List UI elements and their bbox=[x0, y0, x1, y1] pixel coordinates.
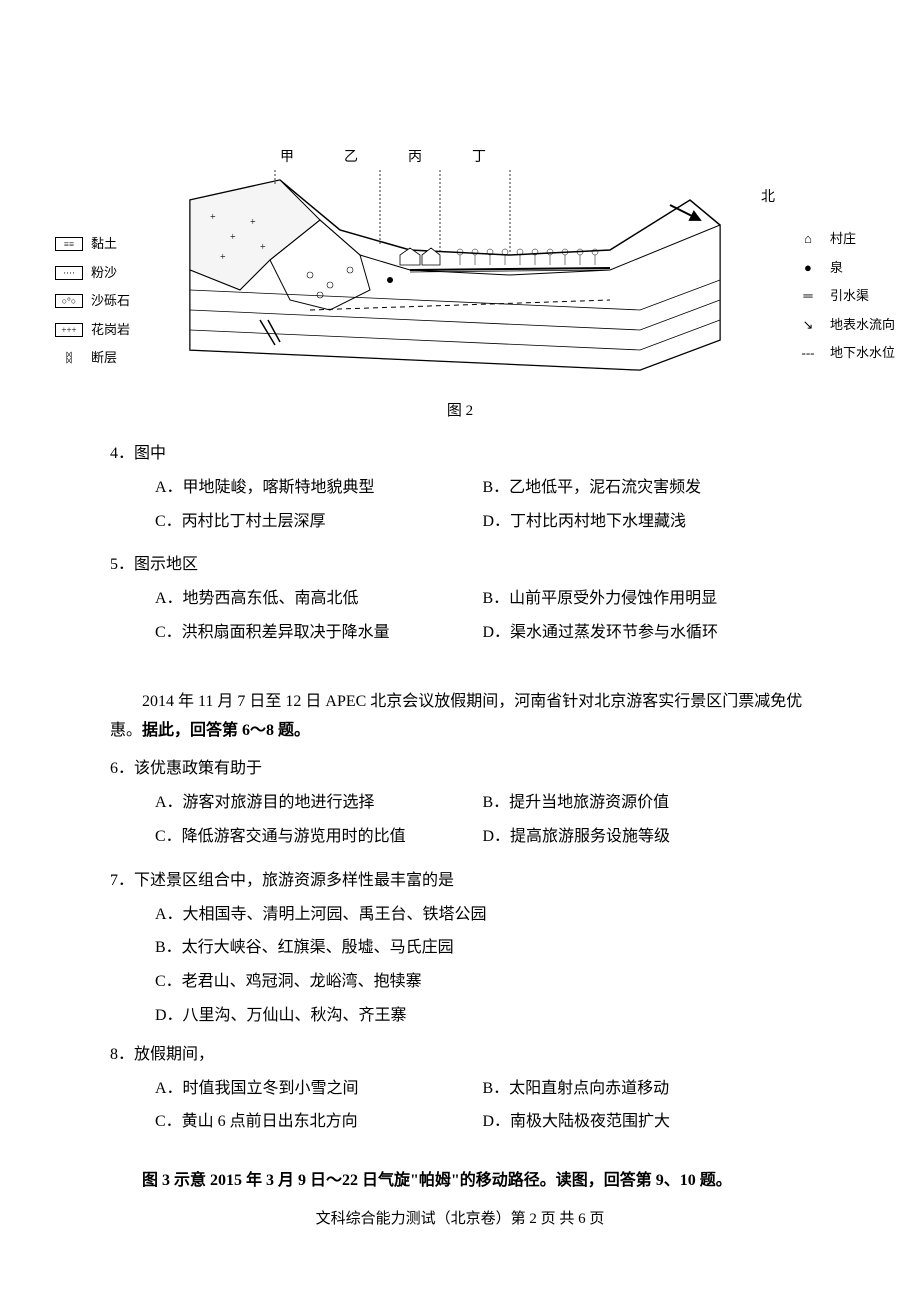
legend-item: ᛥ 断层 bbox=[55, 344, 130, 373]
legend-symbol: ● bbox=[794, 254, 822, 283]
passage-1: 2014 年 11 月 7 日至 12 日 APEC 北京会议放假期间，河南省针… bbox=[110, 688, 810, 746]
options: A．地势西高东低、南高北低 B．山前平原受外力侵蚀作用明显 C．洪积扇面积差异取… bbox=[110, 585, 810, 653]
question-stem: 8．放假期间， bbox=[110, 1041, 810, 1070]
option-a: A．地势西高东低、南高北低 bbox=[155, 585, 483, 614]
legend-symbol: ○°○ bbox=[55, 294, 83, 308]
question-number: 8． bbox=[110, 1046, 134, 1063]
option-d: D．渠水通过蒸发环节参与水循环 bbox=[483, 619, 811, 648]
options: A．甲地陡峻，喀斯特地貌典型 B．乙地低平，泥石流灾害频发 C．丙村比丁村土层深… bbox=[110, 474, 810, 542]
option-c: C．洪积扇面积差异取决于降水量 bbox=[155, 619, 483, 648]
option-b: B．太阳直射点向赤道移动 bbox=[483, 1075, 811, 1104]
question-8: 8．放假期间， A．时值我国立冬到小雪之间 B．太阳直射点向赤道移动 C．黄山 … bbox=[110, 1041, 810, 1142]
legend-left: ≡≡ 黏土 ···· 粉沙 ○°○ 沙砾石 +++ 花岗岩 ᛥ 断层 bbox=[55, 230, 130, 373]
north-label: 北 bbox=[761, 185, 775, 210]
legend-label: 沙砾石 bbox=[91, 287, 130, 316]
option-b: B．提升当地旅游资源价值 bbox=[483, 789, 811, 818]
question-5: 5．图示地区 A．地势西高东低、南高北低 B．山前平原受外力侵蚀作用明显 C．洪… bbox=[110, 551, 810, 652]
label-yi: 乙 bbox=[344, 150, 408, 165]
option-c: C．老君山、鸡冠洞、龙峪湾、抱犊寨 bbox=[155, 968, 810, 997]
legend-symbol: --- bbox=[794, 339, 822, 368]
legend-item: +++ 花岗岩 bbox=[55, 316, 130, 345]
question-number: 4． bbox=[110, 445, 134, 462]
option-b: B．山前平原受外力侵蚀作用明显 bbox=[483, 585, 811, 614]
svg-text:+: + bbox=[230, 232, 236, 243]
legend-symbol: +++ bbox=[55, 323, 83, 337]
legend-symbol: ↘ bbox=[794, 311, 822, 340]
option-c: C．黄山 6 点前日出东北方向 bbox=[155, 1108, 483, 1137]
option-b: B．太行大峡谷、红旗渠、殷墟、马氏庄园 bbox=[155, 934, 810, 963]
legend-symbol: ⌂ bbox=[794, 225, 822, 254]
passage-bold: 据此，回答第 6～8 题。 bbox=[142, 722, 310, 739]
option-a: A．甲地陡峻，喀斯特地貌典型 bbox=[155, 474, 483, 503]
legend-symbol: ═ bbox=[794, 282, 822, 311]
svg-text:+: + bbox=[260, 242, 266, 253]
legend-item: ↘ 地表水流向 bbox=[794, 311, 895, 340]
question-stem: 7．下述景区组合中，旅游资源多样性最丰富的是 bbox=[110, 867, 810, 896]
question-stem: 5．图示地区 bbox=[110, 551, 810, 580]
question-number: 7． bbox=[110, 872, 134, 889]
option-a: A．大相国寺、清明上河园、禹王台、铁塔公园 bbox=[155, 901, 810, 930]
option-d: D．提高旅游服务设施等级 bbox=[483, 823, 811, 852]
question-number: 5． bbox=[110, 556, 134, 573]
svg-text:+: + bbox=[210, 212, 216, 223]
legend-item: ···· 粉沙 bbox=[55, 259, 130, 288]
page-footer: 文科综合能力测试（北京卷）第 2 页 共 6 页 bbox=[110, 1206, 810, 1233]
options: A．时值我国立冬到小雪之间 B．太阳直射点向赤道移动 C．黄山 6 点前日出东北… bbox=[110, 1075, 810, 1143]
legend-item: ●泉 bbox=[794, 254, 895, 283]
question-text: 图示地区 bbox=[134, 556, 198, 573]
option-c: C．丙村比丁村土层深厚 bbox=[155, 508, 483, 537]
question-7: 7．下述景区组合中，旅游资源多样性最丰富的是 A．大相国寺、清明上河园、禹王台、… bbox=[110, 867, 810, 1031]
question-number: 6． bbox=[110, 760, 134, 777]
svg-text:+: + bbox=[250, 217, 256, 228]
legend-label: 地表水流向 bbox=[830, 311, 895, 340]
legend-label: 花岗岩 bbox=[91, 316, 130, 345]
question-text: 该优惠政策有助于 bbox=[134, 760, 262, 777]
question-stem: 4．图中 bbox=[110, 440, 810, 469]
legend-item: --- 地下水水位 bbox=[794, 339, 895, 368]
question-6: 6．该优惠政策有助于 A．游客对旅游目的地进行选择 B．提升当地旅游资源价值 C… bbox=[110, 755, 810, 856]
geology-diagram-svg: + + + + + bbox=[160, 170, 760, 390]
legend-label: 引水渠 bbox=[830, 282, 869, 311]
legend-right: ⌂村庄 ●泉 ═引水渠 ↘地表水流向 ---地下水水位 bbox=[794, 225, 895, 368]
top-labels: 甲乙丙丁 bbox=[280, 145, 536, 170]
legend-symbol: ≡≡ bbox=[55, 237, 83, 251]
legend-label: 断层 bbox=[91, 344, 117, 373]
legend-symbol: ᛥ bbox=[55, 344, 83, 373]
figure-container: 甲乙丙丁 + + + + + bbox=[110, 170, 810, 425]
option-a: A．游客对旅游目的地进行选择 bbox=[155, 789, 483, 818]
label-ding: 丁 bbox=[472, 150, 536, 165]
option-c: C．降低游客交通与游览用时的比值 bbox=[155, 823, 483, 852]
options: A．游客对旅游目的地进行选择 B．提升当地旅游资源价值 C．降低游客交通与游览用… bbox=[110, 789, 810, 857]
passage-2: 图 3 示意 2015 年 3 月 9 日～22 日气旋"帕姆"的移动路径。读图… bbox=[110, 1167, 810, 1196]
legend-symbol: ···· bbox=[55, 266, 83, 280]
legend-label: 地下水水位 bbox=[830, 339, 895, 368]
legend-item: ═ 引水渠 bbox=[794, 282, 895, 311]
label-bing: 丙 bbox=[408, 150, 472, 165]
legend-item: ⌂ 村庄 bbox=[794, 225, 895, 254]
option-d: D．丁村比丙村地下水埋藏浅 bbox=[483, 508, 811, 537]
question-text: 图中 bbox=[134, 445, 166, 462]
question-stem: 6．该优惠政策有助于 bbox=[110, 755, 810, 784]
options: A．大相国寺、清明上河园、禹王台、铁塔公园 B．太行大峡谷、红旗渠、殷墟、马氏庄… bbox=[110, 901, 810, 1031]
legend-item: ≡≡ 黏土 bbox=[55, 230, 130, 259]
figure-2-diagram: 甲乙丙丁 + + + + + bbox=[160, 170, 760, 390]
option-b: B．乙地低平，泥石流灾害频发 bbox=[483, 474, 811, 503]
legend-label: 泉 bbox=[830, 254, 843, 283]
label-jia: 甲 bbox=[280, 150, 344, 165]
legend-item: ○°○ 沙砾石 bbox=[55, 287, 130, 316]
question-4: 4．图中 A．甲地陡峻，喀斯特地貌典型 B．乙地低平，泥石流灾害频发 C．丙村比… bbox=[110, 440, 810, 541]
legend-label: 黏土 bbox=[91, 230, 117, 259]
page-content: 甲乙丙丁 + + + + + bbox=[0, 0, 920, 1233]
legend-label: 村庄 bbox=[830, 225, 856, 254]
option-d: D．南极大陆极夜范围扩大 bbox=[483, 1108, 811, 1137]
option-d: D．八里沟、万仙山、秋沟、齐王寨 bbox=[155, 1002, 810, 1031]
question-text: 放假期间， bbox=[134, 1046, 214, 1063]
question-text: 下述景区组合中，旅游资源多样性最丰富的是 bbox=[134, 872, 454, 889]
legend-label: 粉沙 bbox=[91, 259, 117, 288]
figure-caption: 图 2 bbox=[110, 398, 810, 425]
svg-text:+: + bbox=[220, 252, 226, 263]
option-a: A．时值我国立冬到小雪之间 bbox=[155, 1075, 483, 1104]
